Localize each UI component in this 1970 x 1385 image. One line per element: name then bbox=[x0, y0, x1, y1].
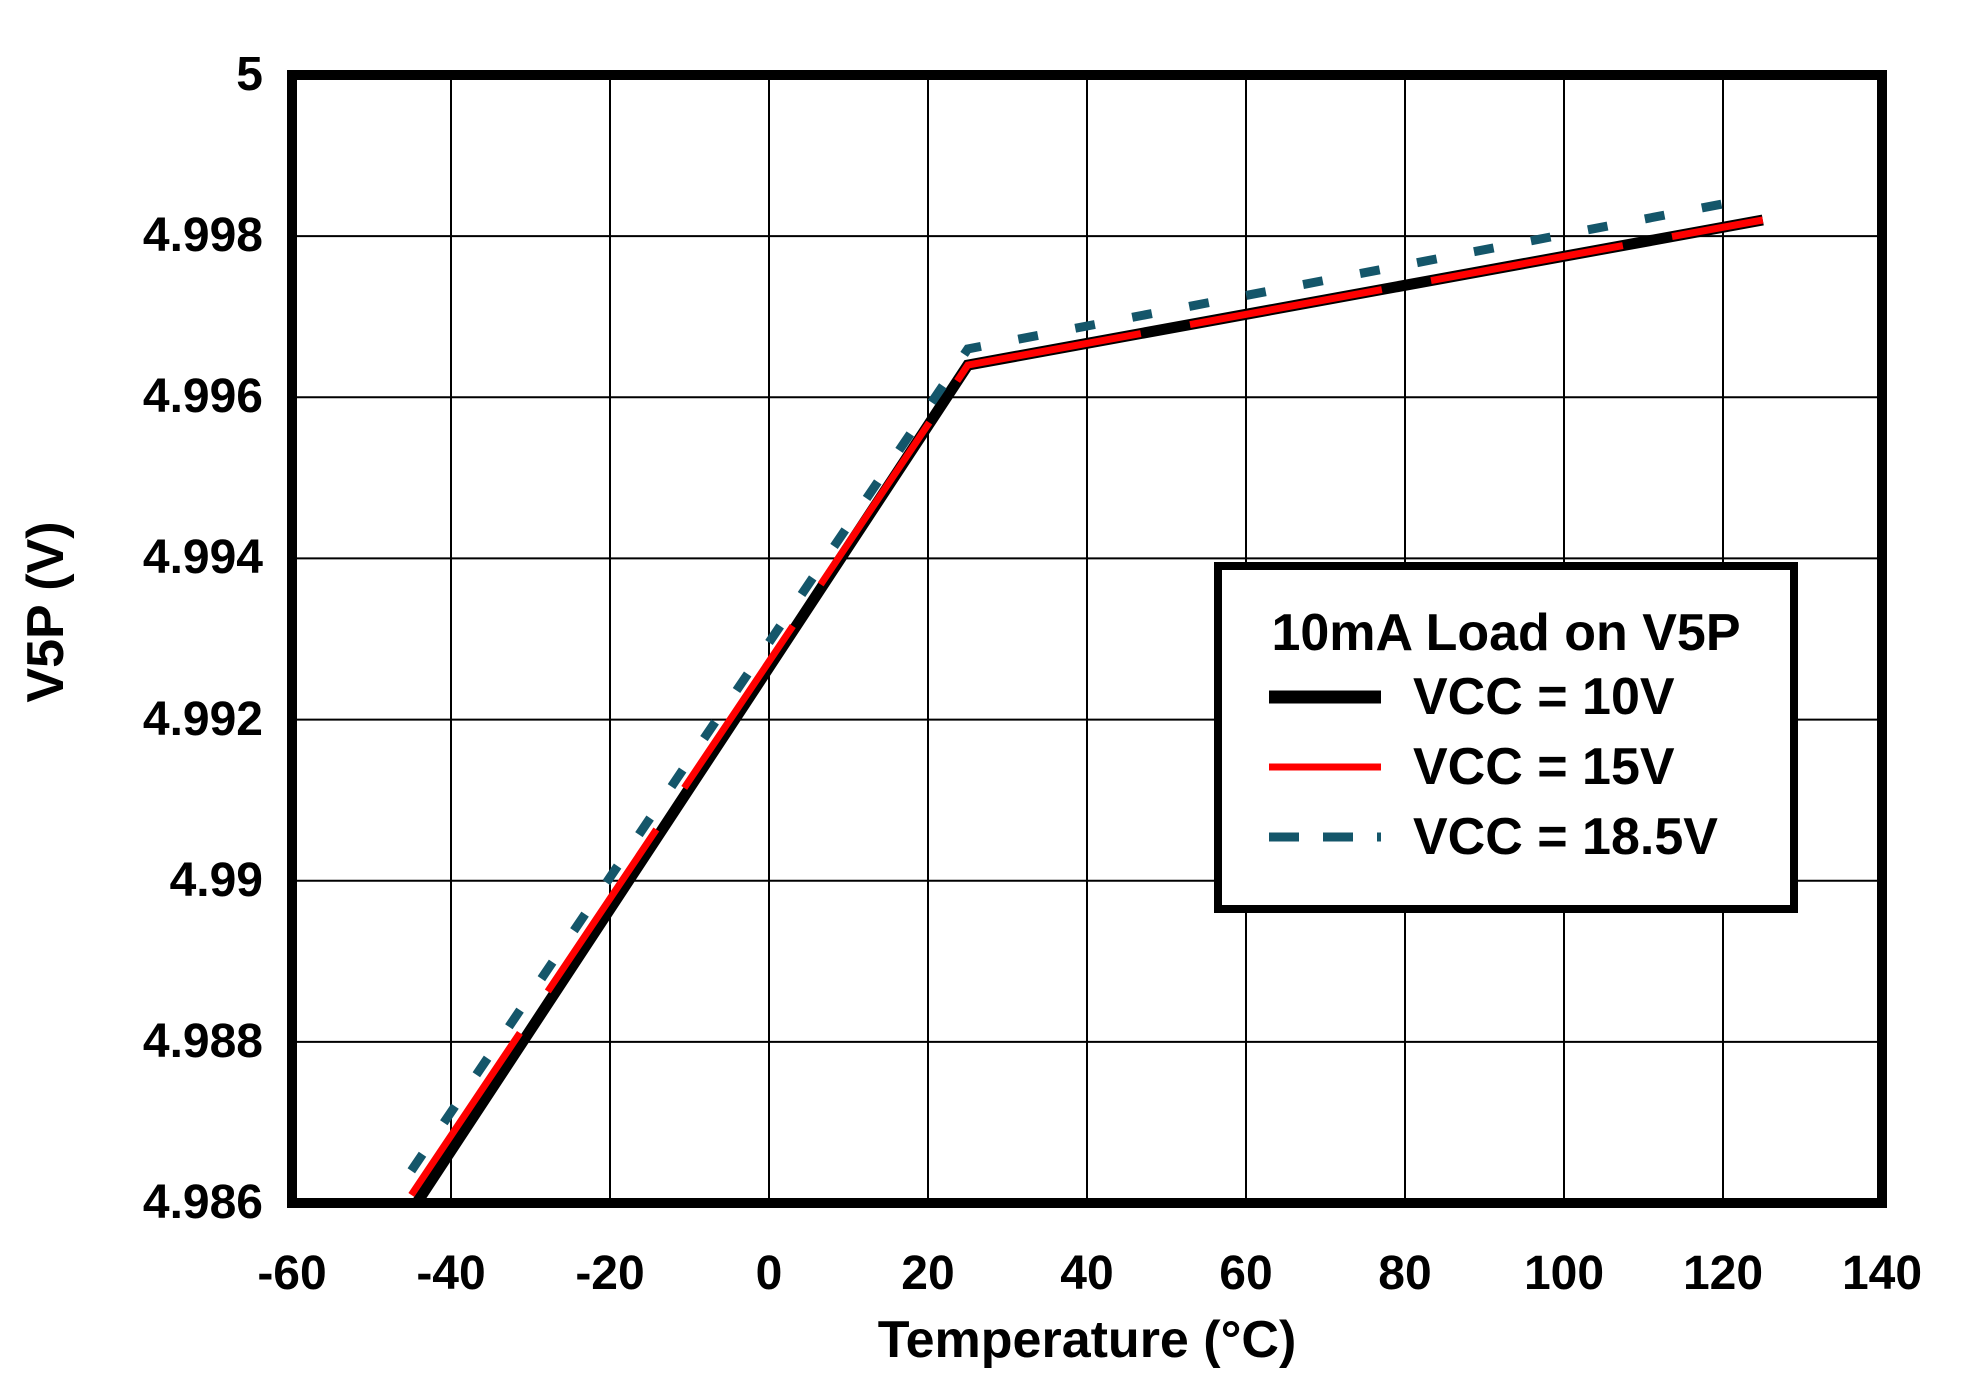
legend-item-label: VCC = 18.5V bbox=[1413, 808, 1718, 866]
series-lines bbox=[407, 199, 1764, 1203]
y-tick-label: 4.994 bbox=[142, 531, 263, 585]
legend-item-label: VCC = 15V bbox=[1413, 738, 1675, 796]
x-tick-label: 0 bbox=[755, 1247, 783, 1300]
y-tick-label: 5 bbox=[236, 48, 263, 101]
legend-item: VCC = 15V bbox=[1269, 732, 1675, 802]
x-tick-label: 60 bbox=[1219, 1247, 1273, 1300]
legend-item: VCC = 10V bbox=[1269, 662, 1675, 732]
y-tick-label: 4.998 bbox=[142, 209, 263, 263]
plot-border bbox=[287, 70, 1887, 1208]
x-tick-label: -40 bbox=[416, 1247, 486, 1300]
x-tick-label: 40 bbox=[1060, 1247, 1114, 1300]
series-line-1 bbox=[408, 216, 1764, 1197]
y-tick-label: 4.99 bbox=[169, 853, 263, 907]
legend-entries: VCC = 10V VCC = 15V VCC = 18.5V bbox=[1222, 570, 1790, 905]
y-tick-label: 4.988 bbox=[142, 1014, 263, 1068]
legend-title: 10mA Load on V5P bbox=[1271, 604, 1741, 662]
legend-swatch-dashed-line-icon bbox=[1269, 832, 1381, 842]
legend: 10mA Load on V5P VCC = 10V VCC = 15V VCC =… bbox=[1214, 562, 1798, 913]
x-axis-title: Temperature (°C) bbox=[877, 1311, 1297, 1369]
y-tick-label: 4.992 bbox=[142, 692, 263, 746]
x-tick-label: 100 bbox=[1523, 1247, 1605, 1300]
x-tick-label: 140 bbox=[1841, 1247, 1923, 1300]
legend-swatch-solid-line-icon bbox=[1269, 763, 1381, 771]
y-axis-title: V5P (V) bbox=[17, 521, 75, 703]
series-line-2 bbox=[407, 199, 1724, 1174]
legend-item: VCC = 18.5V bbox=[1269, 802, 1718, 872]
x-tick-label: 20 bbox=[901, 1247, 955, 1300]
x-tick-label: 120 bbox=[1682, 1247, 1764, 1300]
y-tick-label: 4.996 bbox=[142, 370, 263, 424]
legend-item-label: VCC = 10V bbox=[1413, 668, 1675, 726]
x-tick-label: -20 bbox=[575, 1247, 645, 1300]
x-tick-label: 80 bbox=[1378, 1247, 1432, 1300]
y-tick-label: 4.986 bbox=[142, 1176, 263, 1229]
x-tick-label: -60 bbox=[257, 1247, 327, 1300]
legend-swatch-solid-line-icon bbox=[1269, 690, 1381, 704]
